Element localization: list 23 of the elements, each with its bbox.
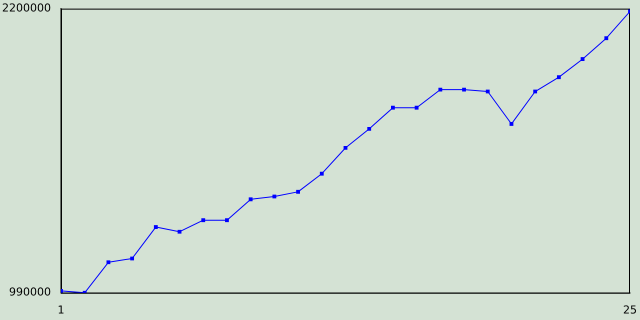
point <box>178 230 182 234</box>
point <box>248 197 253 202</box>
point <box>344 146 348 150</box>
point <box>391 106 395 110</box>
point <box>556 75 561 80</box>
point <box>130 256 134 260</box>
point <box>462 88 466 92</box>
point <box>272 194 276 198</box>
x-tick-label: 25 <box>623 303 637 316</box>
point <box>438 88 442 92</box>
point <box>225 218 229 222</box>
x-tick-label: 1 <box>57 303 64 316</box>
point <box>414 106 419 110</box>
point <box>533 90 538 94</box>
y-tick-label: 2200000 <box>2 1 51 14</box>
point <box>367 126 372 131</box>
point <box>106 260 110 264</box>
point <box>154 225 158 229</box>
point <box>580 57 584 62</box>
point <box>510 122 514 126</box>
point <box>296 190 300 194</box>
y-tick-label: 990000 <box>8 286 51 299</box>
point <box>486 90 490 94</box>
